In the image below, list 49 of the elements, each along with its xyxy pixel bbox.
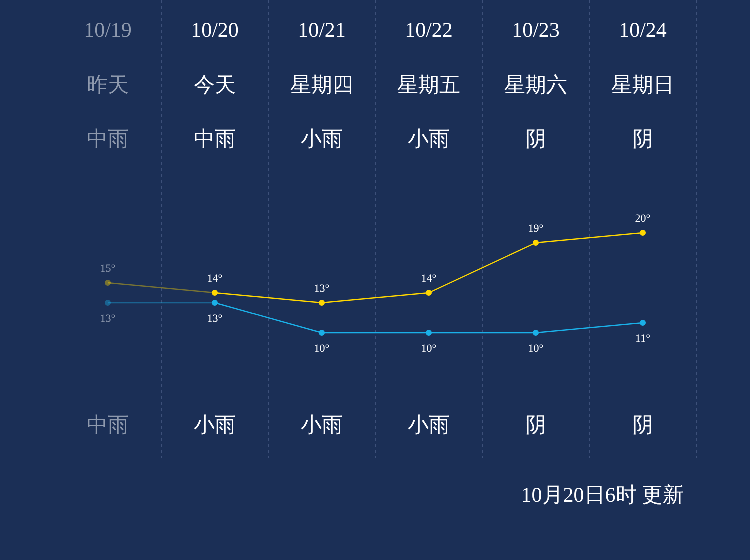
text: 今天: [194, 73, 236, 97]
point: [105, 300, 111, 306]
text: 10月20日6时 更新: [521, 483, 684, 507]
point: [426, 330, 432, 336]
text: 小雨: [301, 413, 343, 437]
point: [212, 290, 218, 296]
data-label: 13°: [100, 313, 116, 325]
data-label: 14°: [421, 273, 437, 285]
data-label: 11°: [636, 333, 650, 345]
text: 星期日: [612, 73, 674, 97]
text: 阴: [632, 127, 654, 151]
text: 昨天: [87, 73, 129, 97]
data-label: 13°: [314, 283, 330, 295]
text: 阴: [526, 413, 546, 437]
data-label: 13°: [207, 313, 223, 325]
data-label: 10°: [421, 343, 437, 355]
point: [319, 330, 325, 336]
x-tick-label: 10/22: [405, 18, 453, 42]
data-label: 20°: [635, 213, 651, 225]
point: [426, 290, 432, 296]
text: 星期六: [504, 73, 568, 97]
x-tick-label: 10/20: [191, 18, 239, 42]
text: 小雨: [301, 127, 343, 151]
text: 中雨: [87, 413, 129, 437]
text: 阴: [632, 413, 654, 437]
text: 中雨: [87, 127, 129, 151]
point: [212, 300, 218, 306]
data-label: 19°: [528, 223, 544, 235]
x-tick-label: 10/24: [619, 18, 668, 42]
text: 小雨: [408, 127, 450, 151]
data-label: 10°: [528, 343, 544, 355]
text: 星期五: [398, 73, 460, 97]
text: 阴: [526, 127, 546, 151]
text: 中雨: [194, 127, 236, 151]
point: [640, 320, 646, 326]
data-label: 10°: [314, 343, 330, 355]
point: [319, 300, 325, 306]
point: [533, 240, 539, 246]
x-tick-label: 10/19: [84, 18, 132, 42]
x-tick-label: 10/23: [512, 18, 560, 42]
text: 小雨: [408, 413, 450, 437]
x-tick-label: 10/21: [298, 18, 346, 42]
text: 小雨: [194, 413, 236, 437]
text: 星期四: [290, 73, 354, 97]
point: [533, 330, 539, 336]
point: [105, 280, 111, 286]
data-label: 14°: [207, 273, 223, 285]
point: [640, 230, 646, 236]
data-label: 15°: [100, 263, 116, 275]
